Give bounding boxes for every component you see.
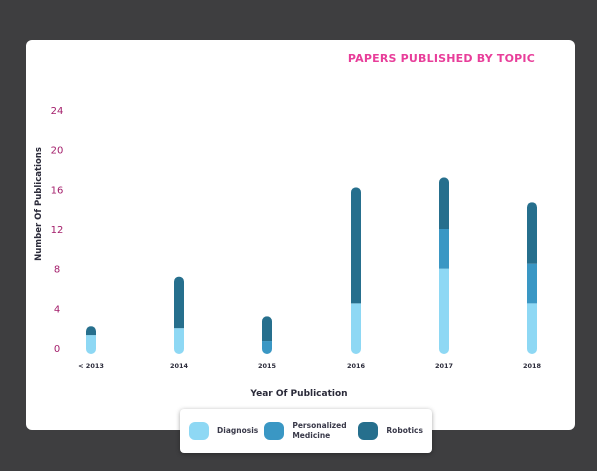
y-axis-label: Number Of Publications — [34, 147, 44, 261]
bar-segment — [262, 341, 272, 354]
x-tick-label: < 2013 — [78, 362, 104, 370]
bar-segment — [439, 229, 449, 269]
y-tick-label: 20 — [51, 146, 64, 157]
bar-segment — [174, 328, 184, 354]
y-tick-label: 24 — [51, 106, 64, 117]
bar-segment — [439, 268, 449, 354]
x-tick-label: 2017 — [435, 362, 453, 370]
chart-title: PAPERS PUBLISHED BY TOPIC — [347, 52, 535, 65]
x-tick-label: 2014 — [170, 362, 189, 370]
bar-segment — [527, 303, 537, 354]
bar-stack — [527, 202, 537, 354]
bar-segment — [527, 263, 537, 304]
x-tick-label: 2015 — [258, 362, 277, 370]
bar-segment — [174, 276, 184, 329]
bar-segment — [86, 335, 96, 354]
y-tick-label: 8 — [54, 265, 60, 276]
legend-swatch — [189, 422, 210, 440]
chart-legend: Diagnosis Personalized Medicine Robotics — [180, 409, 432, 453]
bar-stack — [439, 177, 449, 354]
bar-stack — [86, 326, 96, 354]
chart-card: PAPERS PUBLISHED BY TOPIC — [26, 40, 575, 430]
bar-segment — [527, 202, 537, 264]
legend-item: Personalized Medicine — [264, 421, 352, 441]
bar-segment — [351, 303, 361, 354]
legend-item: Robotics — [358, 422, 423, 440]
legend-swatch — [358, 422, 379, 440]
legend-label: Robotics — [386, 426, 423, 435]
x-tick-label: 2018 — [523, 362, 542, 370]
x-axis-label: Year Of Publication — [249, 389, 347, 399]
y-tick-label: 16 — [51, 185, 64, 196]
legend-item: Diagnosis — [189, 422, 258, 440]
y-tick-label: 12 — [51, 225, 64, 236]
bar-stack — [174, 276, 184, 354]
bar-segment — [262, 316, 272, 342]
bar-segment — [439, 177, 449, 229]
bar-stack — [262, 316, 272, 354]
y-tick-label: 4 — [54, 304, 60, 315]
bar-segment — [351, 187, 361, 304]
legend-label: Personalized Medicine — [292, 421, 347, 440]
y-tick-label: 0 — [54, 344, 60, 355]
x-tick-label: 2016 — [347, 362, 366, 370]
legend-swatch — [264, 422, 285, 440]
bar-segment — [86, 326, 96, 336]
bar-stack — [351, 187, 361, 354]
legend-label: Diagnosis — [217, 426, 259, 435]
